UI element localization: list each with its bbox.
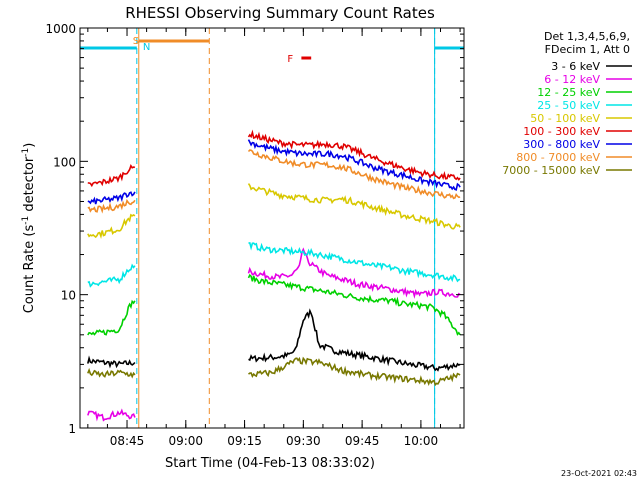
series-line-6-12-kev — [247, 247, 461, 299]
series-line-800-7000-kev — [87, 198, 136, 214]
legend-label-12-25-kev: 12 - 25 keV — [537, 86, 600, 99]
series-line-800-7000-kev — [247, 149, 461, 200]
y-label-middle: detector — [22, 156, 37, 216]
legend: Det 1,3,4,5,6,9, FDecim 1, Att 0 3 - 6 k… — [502, 30, 632, 177]
series-line-50-100-kev — [247, 183, 461, 230]
legend-label-6-12-kev: 6 - 12 keV — [544, 73, 600, 86]
legend-label-100-300-kev: 100 - 300 keV — [523, 125, 600, 138]
y-axis-label: Count Rate (s-1 detector-1) — [21, 143, 37, 314]
x-tick-label: 10:00 — [404, 434, 439, 448]
legend-label-7000-15000-kev: 7000 - 15000 keV — [502, 164, 600, 177]
x-axis-label: Start Time (04-Feb-13 08:33:02) — [165, 456, 375, 471]
flare-label: F — [287, 54, 293, 65]
legend-label-800-7000-kev: 800 - 7000 keV — [516, 151, 600, 164]
y-label-exponent: -1 — [21, 216, 31, 225]
legend-header-detectors: Det 1,3,4,5,6,9, — [544, 30, 630, 43]
y-tick-label: 1000 — [45, 22, 76, 36]
x-tick-label: 09:00 — [168, 434, 203, 448]
y-tick-label: 10 — [61, 289, 76, 303]
x-tick-label: 08:45 — [110, 434, 145, 448]
legend-label-300-800-kev: 300 - 800 keV — [523, 138, 600, 151]
saa-label: S — [133, 36, 139, 47]
legend-label-3-6-kev: 3 - 6 keV — [551, 60, 600, 73]
legend-label-25-50-kev: 25 - 50 keV — [537, 99, 600, 112]
y-label-close: ) — [22, 143, 37, 148]
series-line-50-100-kev — [87, 213, 136, 240]
series-line-12-25-kev — [87, 299, 136, 336]
series-line-7000-15000-kev — [248, 356, 461, 387]
series-line-100-300-kev — [247, 129, 461, 181]
x-axis: 08:45 09:00 09:15 09:30 09:45 10:00 — [87, 28, 461, 448]
series-line-12-25-kev — [247, 273, 461, 336]
y-label-prefix: Count Rate (s — [22, 225, 37, 314]
series-line-3-6-kev — [248, 308, 461, 372]
series-line-300-800-kev — [247, 139, 461, 191]
series-line-300-800-kev — [87, 191, 136, 205]
y-tick-label: 100 — [53, 155, 76, 169]
x-tick-label: 09:45 — [345, 434, 380, 448]
legend-header-fdecim: FDecim 1, Att 0 — [545, 43, 630, 56]
series-line-25-50-kev — [87, 263, 136, 288]
series-line-7000-15000-kev — [87, 367, 136, 379]
x-tick-label: 09:30 — [286, 434, 321, 448]
night-label: N — [143, 42, 150, 53]
y-axis: 1 10 100 1000 — [45, 22, 464, 436]
legend-label-50-100-kev: 50 - 100 keV — [530, 112, 600, 125]
y-tick-label: 1 — [68, 422, 76, 436]
generation-timestamp: 23-Oct-2021 02:43 — [561, 469, 637, 478]
series-line-6-12-kev — [87, 408, 136, 422]
y-label-exponent-2: -1 — [21, 148, 31, 157]
series-line-3-6-kev — [87, 355, 136, 369]
x-tick-label: 09:15 — [227, 434, 262, 448]
plot-area: SN F — [80, 28, 464, 428]
series-line-100-300-kev — [87, 164, 136, 188]
series-line-25-50-kev — [248, 241, 461, 283]
chart-title: RHESSI Observing Summary Count Rates — [125, 4, 435, 22]
plot-frame — [79, 27, 465, 429]
